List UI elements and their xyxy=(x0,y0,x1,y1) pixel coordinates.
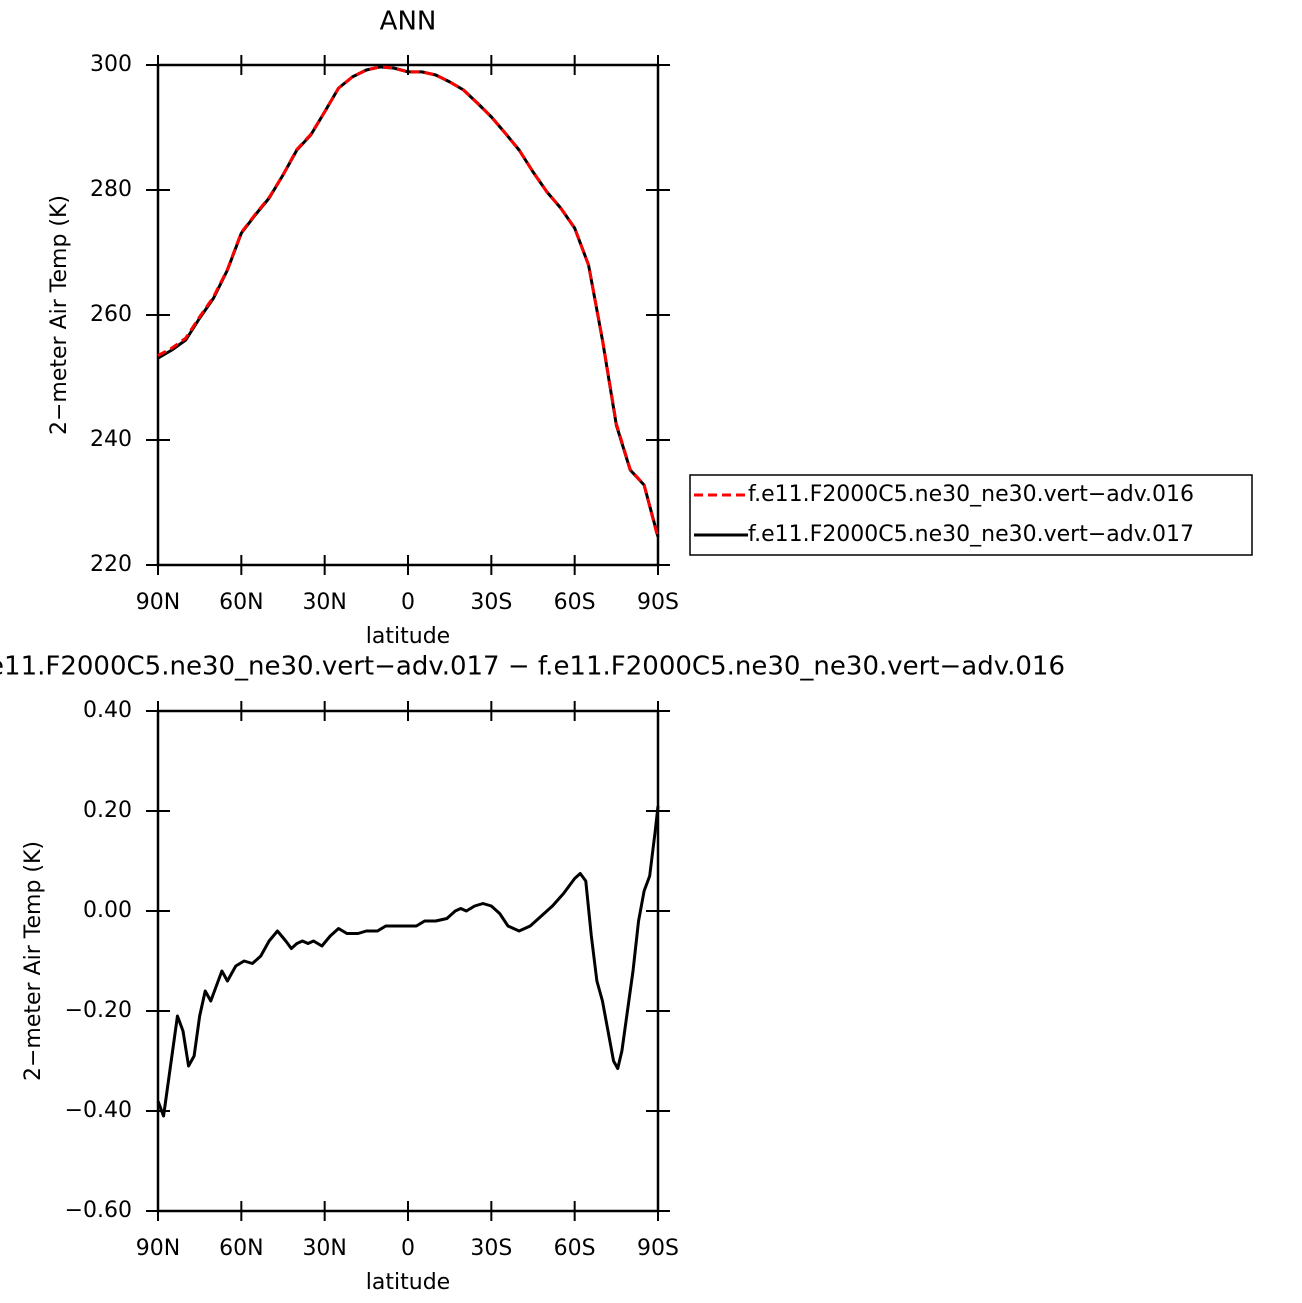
data-line xyxy=(157,65,660,539)
y-tick-label: −0.60 xyxy=(65,1198,132,1223)
x-tick-label: 60N xyxy=(219,590,263,615)
x-tick-label: 30S xyxy=(470,1236,512,1261)
x-tick-label: 90N xyxy=(136,590,180,615)
data-line xyxy=(156,805,660,1118)
x-tick-label: 90N xyxy=(136,1236,180,1261)
y-tick-label: −0.20 xyxy=(65,998,132,1023)
x-tick-label: 30N xyxy=(302,590,346,615)
y-axis-label: 2−meter Air Temp (K) xyxy=(47,195,72,435)
y-axis-label: 2−meter Air Temp (K) xyxy=(21,841,46,1081)
plot-frame xyxy=(156,63,660,567)
y-tick-label: 0.40 xyxy=(83,698,132,723)
x-tick-label: 60S xyxy=(554,590,596,615)
legend-label: f.e11.F2000C5.ne30_ne30.vert−adv.016 xyxy=(748,482,1194,507)
y-tick-label: 0.00 xyxy=(83,898,132,923)
y-tick-label: 240 xyxy=(90,427,132,452)
x-tick-label: 90S xyxy=(637,1236,679,1261)
chart-title: ANN xyxy=(380,7,437,37)
y-tick-label: −0.40 xyxy=(65,1098,132,1123)
data-line xyxy=(157,65,660,538)
y-tick-label: 260 xyxy=(90,302,132,327)
x-tick-label: 60N xyxy=(219,1236,263,1261)
x-tick-label: 0 xyxy=(401,590,415,615)
chart-title: f.e11.F2000C5.ne30_ne30.vert−adv.017 − f… xyxy=(0,652,1065,682)
x-axis-label: latitude xyxy=(366,1270,450,1295)
x-tick-label: 60S xyxy=(554,1236,596,1261)
legend-label: f.e11.F2000C5.ne30_ne30.vert−adv.017 xyxy=(748,522,1194,547)
plot-frame xyxy=(156,709,660,1213)
x-tick-label: 30N xyxy=(302,1236,346,1261)
y-tick-label: 300 xyxy=(90,52,132,77)
x-tick-label: 90S xyxy=(637,590,679,615)
y-tick-label: 220 xyxy=(90,552,132,577)
x-tick-label: 30S xyxy=(470,590,512,615)
x-axis-label: latitude xyxy=(366,624,450,649)
legend-box xyxy=(689,474,1253,556)
y-tick-label: 280 xyxy=(90,177,132,202)
x-tick-label: 0 xyxy=(401,1236,415,1261)
y-tick-label: 0.20 xyxy=(83,798,132,823)
